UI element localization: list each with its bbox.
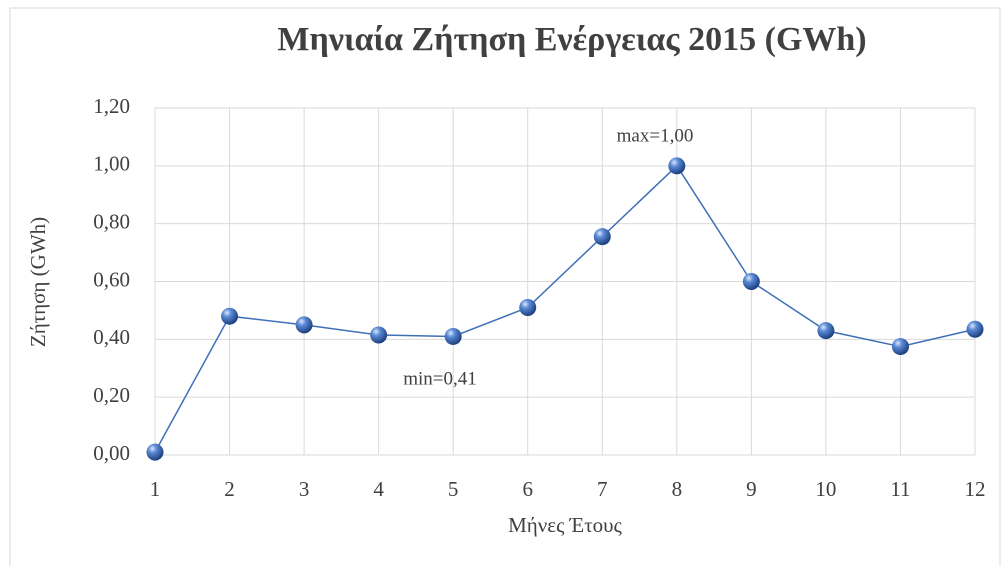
data-point xyxy=(668,157,686,175)
y-tick-label: 0,40 xyxy=(93,325,130,349)
x-tick-label: 7 xyxy=(597,477,608,501)
x-tick-label: 5 xyxy=(448,477,459,501)
chart-frame xyxy=(9,7,1001,566)
data-point xyxy=(519,299,537,317)
x-tick-label: 8 xyxy=(672,477,683,501)
y-axis-label: Ζήτηση (GWh) xyxy=(26,217,50,347)
x-axis-label: Μήνες Έτους xyxy=(508,513,622,537)
data-point xyxy=(891,338,909,356)
y-tick-label: 0,00 xyxy=(93,441,130,465)
x-tick-label: 10 xyxy=(815,477,836,501)
x-tick-label: 12 xyxy=(965,477,986,501)
y-tick-label: 0,60 xyxy=(93,267,130,291)
x-tick-label: 3 xyxy=(299,477,310,501)
series-line xyxy=(154,164,976,453)
y-tick-label: 0,80 xyxy=(93,209,130,233)
x-tick-label: 11 xyxy=(890,477,910,501)
data-point xyxy=(593,228,611,246)
data-point xyxy=(444,327,462,345)
annotation: max=1,00 xyxy=(617,125,694,146)
x-tick-label: 4 xyxy=(373,477,384,501)
annotation: min=0,41 xyxy=(403,368,477,389)
data-point xyxy=(295,316,313,334)
data-point xyxy=(370,326,388,344)
y-tick-label: 1,20 xyxy=(93,94,130,118)
data-point xyxy=(146,443,164,461)
x-tick-label: 6 xyxy=(522,477,533,501)
x-tick-label: 2 xyxy=(224,477,235,501)
chart-title: Μηνιαία Ζήτηση Ενέργειας 2015 (GWh) xyxy=(277,21,866,58)
data-point xyxy=(221,307,239,325)
x-tick-label: 1 xyxy=(150,477,161,501)
data-point xyxy=(742,273,760,290)
y-tick-label: 0,20 xyxy=(93,383,130,407)
x-tick-label: 9 xyxy=(746,477,757,501)
y-tick-label: 1,00 xyxy=(93,152,130,176)
data-point xyxy=(817,322,835,340)
data-point xyxy=(966,320,984,338)
